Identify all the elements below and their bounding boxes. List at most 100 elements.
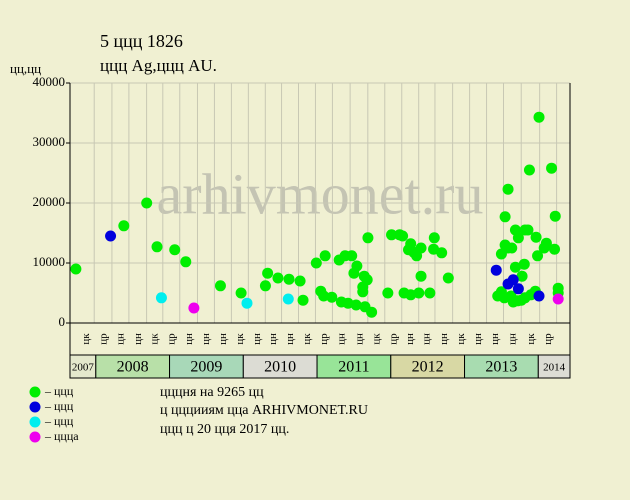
x-tick-label: цк — [525, 333, 537, 345]
point — [386, 229, 398, 241]
point — [70, 263, 82, 275]
y-tick-label: 10000 — [33, 254, 66, 269]
point — [533, 290, 545, 302]
x-tick-label: цн — [267, 333, 279, 345]
note: ццц ц 20 цця 2017 цц. — [160, 422, 289, 437]
point — [436, 247, 448, 259]
x-tick-label: цк — [80, 333, 92, 345]
x-tick-label: цн — [353, 333, 365, 345]
point — [118, 220, 130, 232]
point — [241, 297, 253, 309]
point — [552, 293, 564, 305]
chart-subtitle: ццц Ag,ццц AU. — [100, 56, 217, 75]
point — [428, 232, 440, 244]
point — [546, 162, 558, 174]
watermark: arhivmonet.ru — [157, 161, 484, 226]
x-tick-label: цн — [284, 333, 296, 345]
y-tick-label: 30000 — [33, 134, 66, 149]
x-tick-label: цр — [387, 333, 399, 345]
point — [424, 287, 436, 299]
point — [549, 210, 561, 222]
x-tick-label: цн — [114, 333, 126, 345]
point — [310, 257, 322, 269]
point — [357, 286, 369, 298]
note: ц цццииям цца ARHIVMONET.RU — [160, 403, 368, 418]
y-axis-label: цц,цц — [10, 61, 41, 76]
legend-marker — [29, 431, 41, 443]
point — [502, 183, 514, 195]
note: цццня на 9265 цц — [160, 385, 264, 400]
legend-label: – ццц — [44, 414, 74, 428]
chart-title: 5 ццц 1826 — [100, 31, 183, 51]
point — [326, 291, 338, 303]
x-tick-label: цн — [183, 333, 195, 345]
point — [509, 261, 521, 273]
x-tick-label: цн — [132, 333, 144, 345]
x-tick-label: цр — [542, 333, 554, 345]
point — [530, 231, 542, 243]
point — [105, 230, 117, 242]
point — [415, 270, 427, 282]
point — [507, 274, 519, 286]
legend-label: – ццц — [44, 399, 74, 413]
point — [188, 302, 200, 314]
x-tick-label: цк — [234, 333, 246, 345]
point — [366, 306, 378, 318]
x-tick-label: цн — [472, 333, 484, 345]
legend-marker — [29, 401, 41, 413]
point — [169, 244, 181, 256]
point — [362, 232, 374, 244]
point — [538, 242, 550, 254]
x-tick-label: цк — [455, 333, 467, 345]
point — [512, 283, 524, 295]
x-tick-label: цн — [420, 333, 432, 345]
legend-marker — [29, 416, 41, 428]
point — [442, 272, 454, 284]
x-tick-label: цр — [97, 333, 109, 345]
year-label: 2014 — [543, 362, 566, 374]
point — [549, 243, 561, 255]
year-label: 2013 — [485, 359, 517, 376]
point — [351, 260, 363, 272]
point — [397, 230, 409, 242]
x-tick-label: цн — [489, 333, 501, 345]
legend-label: – ццца — [44, 429, 79, 443]
point — [499, 211, 511, 223]
point — [318, 290, 330, 302]
x-tick-label: цн — [404, 333, 416, 345]
year-label: 2012 — [412, 359, 444, 376]
x-tick-label: цн — [336, 333, 348, 345]
y-tick-label: 0 — [59, 314, 66, 329]
point — [283, 273, 295, 285]
point — [490, 264, 502, 276]
x-tick-label: цн — [438, 333, 450, 345]
x-tick-label: цр — [318, 333, 330, 345]
point — [506, 242, 518, 254]
year-label: 2007 — [72, 362, 95, 374]
point — [297, 294, 309, 306]
point — [533, 111, 545, 123]
x-tick-label: цк — [148, 333, 160, 345]
x-tick-label: цн — [217, 333, 229, 345]
year-label: 2010 — [264, 359, 296, 376]
year-label: 2008 — [117, 359, 149, 376]
point — [512, 232, 524, 244]
point — [413, 287, 425, 299]
point — [532, 250, 544, 262]
x-tick-label: цр — [165, 333, 177, 345]
point — [522, 224, 534, 236]
x-tick-label: цн — [251, 333, 263, 345]
point — [272, 272, 284, 284]
point — [523, 164, 535, 176]
point — [259, 280, 271, 292]
point — [262, 267, 274, 279]
x-tick-label: цк — [370, 333, 382, 345]
x-tick-label: цн — [200, 333, 212, 345]
point — [282, 293, 294, 305]
point — [141, 197, 153, 209]
point — [155, 292, 167, 304]
point — [294, 275, 306, 287]
point — [319, 250, 331, 262]
x-tick-label: цк — [301, 333, 313, 345]
